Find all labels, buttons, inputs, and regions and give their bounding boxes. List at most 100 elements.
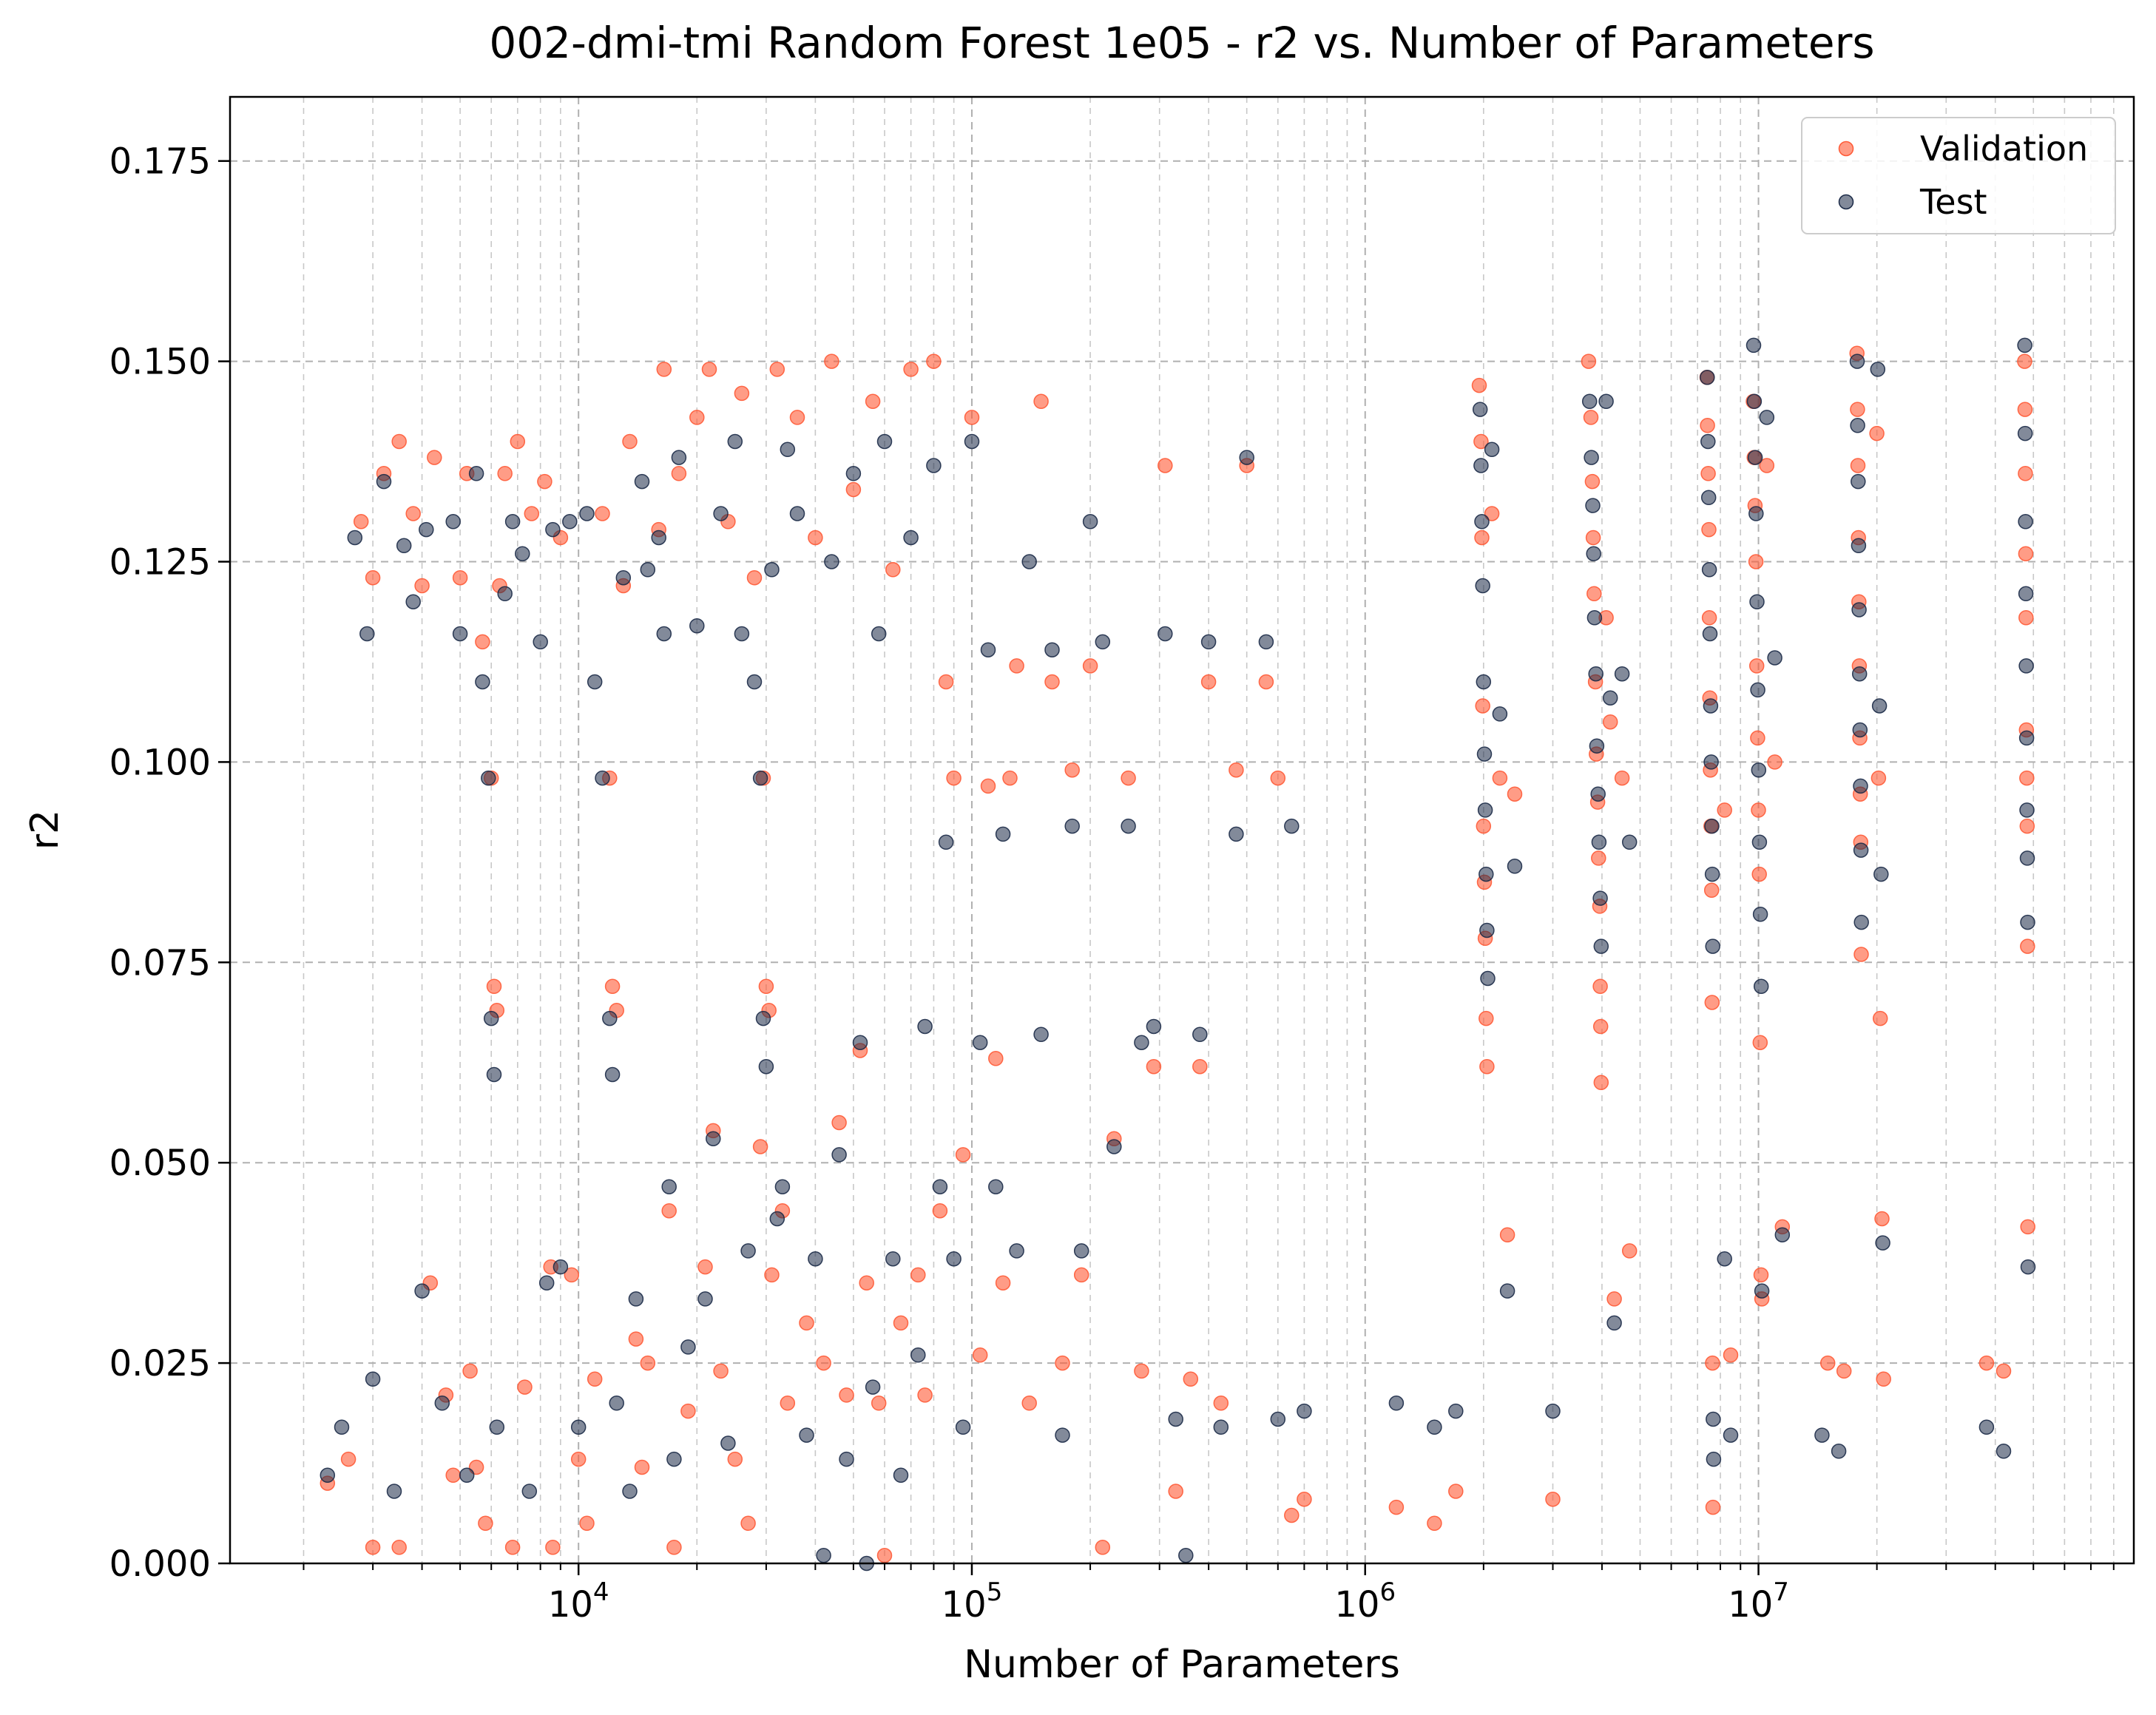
data-point-validation [510,433,526,450]
data-point-test [1851,473,1866,490]
plot-frame [229,95,2135,1565]
data-point-test [656,626,672,642]
data-point-validation [1581,354,1597,369]
data-point-validation [1836,1363,1852,1379]
data-point-validation [1258,674,1274,690]
y-tick-label: 0.125 [109,541,211,583]
data-point-validation [816,1355,831,1371]
data-point-test [885,1251,901,1267]
data-point-validation [671,466,687,481]
data-point-test [628,1291,644,1307]
data-point-test [926,458,942,473]
data-point-validation [661,1202,677,1219]
data-point-validation [932,1202,948,1219]
data-point-validation [1759,458,1775,473]
data-point-test [706,1131,721,1146]
data-point-test [1507,859,1523,874]
data-point-validation [2018,546,2034,561]
data-point-test [615,569,632,586]
data-point-test [1704,818,1720,834]
data-point-test [1484,442,1500,458]
data-point-test [697,1291,713,1307]
data-point-validation [697,1259,713,1275]
data-point-validation [478,1515,493,1532]
data-point-test [1121,818,1136,834]
data-point-test [752,770,768,786]
data-point-validation [1748,554,1764,569]
data-point-test [666,1451,682,1467]
data-point-test [865,1379,881,1395]
data-point-validation [1723,1347,1739,1363]
data-point-validation [903,362,919,377]
data-point-test [1759,410,1775,425]
data-point-test [727,433,743,450]
data-point-validation [1009,658,1024,674]
data-point-test [2020,914,2035,930]
y-tick-label: 0.050 [109,1143,211,1184]
data-point-test [1873,866,1889,882]
data-point-test [1706,1451,1722,1467]
data-point-validation [758,978,774,995]
data-point-validation [995,1275,1011,1291]
data-point-test [1754,1283,1770,1299]
data-point-test [545,521,561,538]
data-point-validation [587,1371,603,1387]
data-point-validation [1593,1075,1609,1091]
data-point-test [609,1396,624,1411]
data-point-test [1598,393,1614,410]
data-point-test [1192,1026,1208,1043]
data-point-validation [1705,1355,1720,1371]
data-point-test [1588,666,1604,682]
data-point-test [1475,578,1490,594]
data-point-validation [1700,466,1716,481]
data-point-validation [1585,530,1601,546]
data-point-test [808,1251,823,1267]
data-point-validation [713,1363,729,1379]
data-point-validation [1701,610,1717,626]
data-point-validation [340,1451,356,1467]
data-point-validation [640,1355,656,1371]
data-point-test [651,530,666,546]
data-point-test [622,1484,638,1499]
data-point-validation [1479,1058,1495,1075]
data-points [320,337,2036,1572]
y-tick-label: 0.025 [109,1343,211,1384]
data-point-validation [964,410,980,425]
data-point-test [758,1058,774,1075]
data-point-validation [1033,393,1049,410]
data-point-validation [1753,1267,1769,1283]
data-point-test [1996,1444,2012,1459]
data-point-validation [1996,1363,2012,1379]
data-point-test [1705,938,1720,954]
data-point-test [1853,842,1869,858]
data-point-validation [1475,698,1490,714]
data-point-test [1581,393,1598,410]
data-point-test [1748,506,1764,521]
data-point-test [386,1484,402,1499]
data-point-validation [680,1403,696,1419]
data-point-validation [746,569,763,586]
data-point-validation [1229,762,1244,778]
data-point-validation [1044,674,1060,690]
data-point-validation [1876,1371,1891,1387]
data-point-test [1021,554,1037,569]
data-point-validation [1819,1355,1836,1371]
data-point-validation [808,530,823,546]
data-point-validation [1134,1363,1149,1379]
data-point-validation [427,450,442,465]
data-point-test [839,1451,854,1467]
x-tick-label: 107 [1728,1577,1789,1626]
legend-marker-test [1838,194,1854,210]
data-point-test [1614,666,1630,682]
data-point-validation [752,1139,768,1154]
data-point-test [946,1251,962,1267]
data-point-test [1753,978,1769,995]
data-point-validation [831,1114,847,1131]
data-point-test [680,1339,696,1355]
data-point-validation [1700,418,1715,433]
data-point-test [1073,1243,1089,1259]
data-point-test [1479,922,1495,938]
data-point-validation [1146,1058,1162,1075]
